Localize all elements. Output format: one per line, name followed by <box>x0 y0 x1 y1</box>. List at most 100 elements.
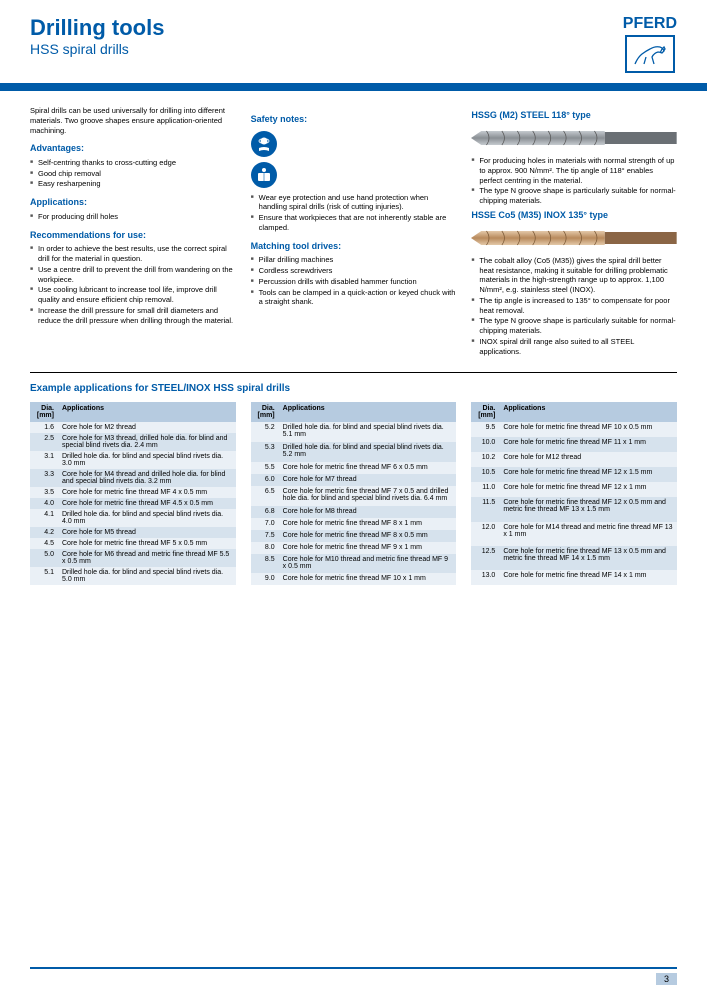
table-cell-dia: 5.0 <box>30 549 58 567</box>
page-footer: 3 <box>30 967 677 985</box>
table-cell-app: Core hole for metric fine thread MF 12 x… <box>499 482 677 497</box>
table-cell-dia: 6.0 <box>251 474 279 486</box>
list-item: Self-centring thanks to cross-cutting ed… <box>30 158 236 168</box>
table-cell-dia: 7.5 <box>251 530 279 542</box>
applications-list: For producing drill holes <box>30 212 236 222</box>
table-row: 8.5Core hole for M10 thread and metric f… <box>251 554 457 574</box>
table-cell-dia: 11.5 <box>471 497 499 521</box>
list-item: Tools can be clamped in a quick-action o… <box>251 288 457 308</box>
table-row: 7.0Core hole for metric fine thread MF 8… <box>251 518 457 530</box>
eye-protection-icon <box>251 131 277 157</box>
list-item: Use cooling lubricant to increase tool l… <box>30 285 236 305</box>
table-row: 6.8Core hole for M8 thread <box>251 506 457 518</box>
table-cell-dia: 11.0 <box>471 482 499 497</box>
applications-table-1: Dia. [mm] Applications 1.6Core hole for … <box>30 402 236 585</box>
table-row: 10.0Core hole for metric fine thread MF … <box>471 437 677 452</box>
table-cell-dia: 9.0 <box>251 573 279 585</box>
table-cell-app: Core hole for M4 thread and drilled hole… <box>58 469 236 487</box>
list-item: For producing holes in materials with no… <box>471 156 677 185</box>
steel-drill-image <box>471 128 677 148</box>
table-cell-dia: 9.5 <box>471 422 499 437</box>
table-row: 5.1Drilled hole dia. for blind and speci… <box>30 567 236 585</box>
main-content: Spiral drills can be used universally fo… <box>0 91 707 357</box>
page-title: Drilling tools <box>30 15 164 41</box>
table-cell-app: Core hole for metric fine thread MF 6 x … <box>279 462 457 474</box>
list-item: Ensure that workpieces that are not inhe… <box>251 213 457 233</box>
inox-drill-image <box>471 228 677 248</box>
table-cell-dia: 4.5 <box>30 538 58 549</box>
column-middle: Safety notes: Wear eye protection and us… <box>251 106 457 357</box>
list-item: In order to achieve the best results, us… <box>30 244 236 264</box>
table-cell-dia: 8.5 <box>251 554 279 574</box>
table-row: 11.0Core hole for metric fine thread MF … <box>471 482 677 497</box>
brand-name: PFERD <box>623 15 677 33</box>
table-cell-app: Core hole for M5 thread <box>58 527 236 538</box>
table-row: 5.0Core hole for M6 thread and metric fi… <box>30 549 236 567</box>
table-row: 5.2Drilled hole dia. for blind and speci… <box>251 422 457 442</box>
horse-icon <box>630 39 670 69</box>
table-row: 5.5Core hole for metric fine thread MF 6… <box>251 462 457 474</box>
list-item: Easy resharpening <box>30 179 236 189</box>
table-row: 3.3Core hole for M4 thread and drilled h… <box>30 469 236 487</box>
table-cell-dia: 10.2 <box>471 452 499 467</box>
table-cell-app: Core hole for M2 thread <box>58 422 236 433</box>
table-cell-app: Drilled hole dia. for blind and special … <box>279 442 457 462</box>
applications-heading: Applications: <box>30 197 236 209</box>
table-row: 11.5Core hole for metric fine thread MF … <box>471 497 677 521</box>
table-cell-app: Core hole for metric fine thread MF 8 x … <box>279 530 457 542</box>
drives-list: Pillar drilling machinesCordless screwdr… <box>251 255 457 307</box>
table-cell-dia: 5.3 <box>251 442 279 462</box>
table-cell-dia: 4.1 <box>30 509 58 527</box>
intro-text: Spiral drills can be used universally fo… <box>30 106 236 135</box>
table-cell-app: Core hole for M6 thread and metric fine … <box>58 549 236 567</box>
table-cell-dia: 3.1 <box>30 451 58 469</box>
table-cell-dia: 8.0 <box>251 542 279 554</box>
type2-heading: HSSE Co5 (M35) INOX 135° type <box>471 210 677 222</box>
page-header: Drilling tools HSS spiral drills PFERD <box>0 0 707 83</box>
header-divider-bar <box>0 83 707 91</box>
table-cell-app: Core hole for M3 thread, drilled hole di… <box>58 433 236 451</box>
table-cell-dia: 3.5 <box>30 487 58 498</box>
drives-heading: Matching tool drives: <box>251 241 457 253</box>
table-cell-app: Core hole for M8 thread <box>279 506 457 518</box>
table-cell-dia: 12.5 <box>471 546 499 570</box>
table-cell-app: Core hole for metric fine thread MF 13 x… <box>499 546 677 570</box>
table-row: 4.2Core hole for M5 thread <box>30 527 236 538</box>
list-item: Cordless screwdrivers <box>251 266 457 276</box>
table-row: 4.0Core hole for metric fine thread MF 4… <box>30 498 236 509</box>
list-item: For producing drill holes <box>30 212 236 222</box>
table-cell-app: Core hole for metric fine thread MF 12 x… <box>499 467 677 482</box>
table-cell-app: Core hole for metric fine thread MF 4 x … <box>58 487 236 498</box>
table-cell-dia: 10.5 <box>471 467 499 482</box>
table-row: 2.5Core hole for M3 thread, drilled hole… <box>30 433 236 451</box>
table-row: 6.5Core hole for metric fine thread MF 7… <box>251 486 457 506</box>
table-cell-app: Core hole for M10 thread and metric fine… <box>279 554 457 574</box>
table-row: 10.2Core hole for M12 thread <box>471 452 677 467</box>
recommendations-heading: Recommendations for use: <box>30 230 236 242</box>
type1-heading: HSSG (M2) STEEL 118° type <box>471 110 677 122</box>
table-cell-app: Drilled hole dia. for blind and special … <box>58 451 236 469</box>
table-cell-app: Drilled hole dia. for blind and special … <box>279 422 457 442</box>
table-cell-app: Core hole for metric fine thread MF 9 x … <box>279 542 457 554</box>
applications-table-3: Dia. [mm] Applications 9.5Core hole for … <box>471 402 677 585</box>
table-cell-app: Drilled hole dia. for blind and special … <box>58 509 236 527</box>
table-row: 9.5Core hole for metric fine thread MF 1… <box>471 422 677 437</box>
page-subtitle: HSS spiral drills <box>30 41 164 57</box>
list-item: Pillar drilling machines <box>251 255 457 265</box>
table-header-dia: Dia. [mm] <box>251 402 279 422</box>
table-row: 9.0Core hole for metric fine thread MF 1… <box>251 573 457 585</box>
type2-list: The cobalt alloy (Co5 (M35)) gives the s… <box>471 256 677 357</box>
list-item: Increase the drill pressure for small dr… <box>30 306 236 326</box>
applications-table-2: Dia. [mm] Applications 5.2Drilled hole d… <box>251 402 457 585</box>
table-cell-dia: 6.8 <box>251 506 279 518</box>
table-cell-dia: 6.5 <box>251 486 279 506</box>
table-cell-app: Core hole for metric fine thread MF 8 x … <box>279 518 457 530</box>
table-row: 3.1Drilled hole dia. for blind and speci… <box>30 451 236 469</box>
type1-list: For producing holes in materials with no… <box>471 156 677 206</box>
table-cell-app: Core hole for metric fine thread MF 10 x… <box>499 422 677 437</box>
table-row: 4.1Drilled hole dia. for blind and speci… <box>30 509 236 527</box>
list-item: Good chip removal <box>30 169 236 179</box>
section-divider <box>30 372 677 373</box>
table-cell-dia: 5.5 <box>251 462 279 474</box>
table-cell-app: Core hole for metric fine thread MF 7 x … <box>279 486 457 506</box>
